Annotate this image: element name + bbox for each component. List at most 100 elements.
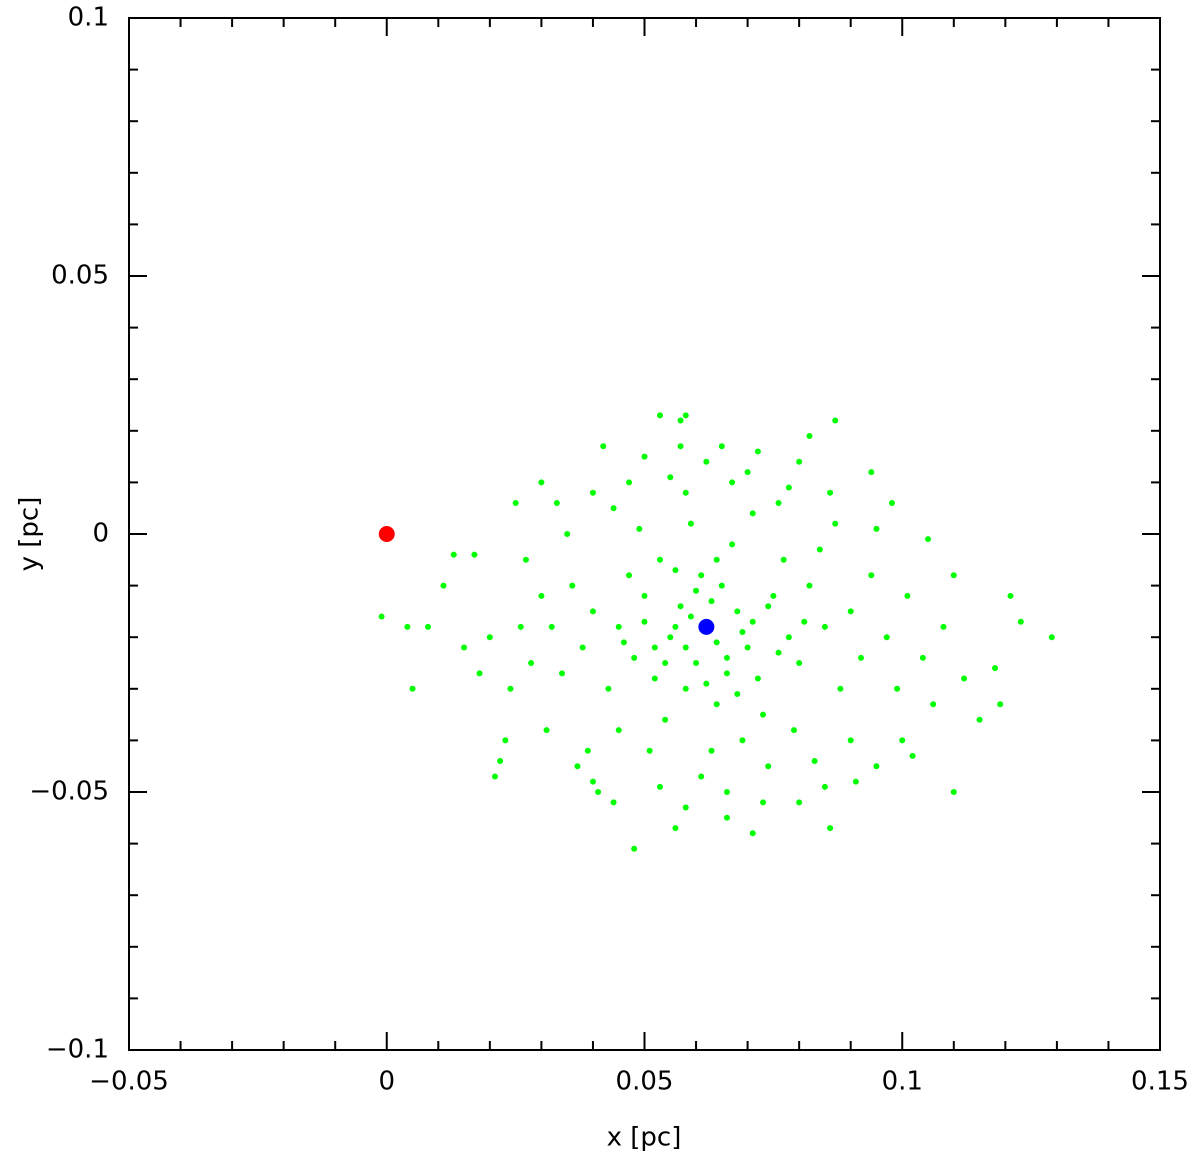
point [378, 613, 385, 620]
point [620, 639, 627, 646]
point [723, 814, 730, 821]
point [873, 763, 880, 770]
point [806, 582, 813, 589]
point [636, 525, 643, 532]
point [754, 675, 761, 682]
point [852, 778, 859, 785]
x-tick-label: −0.05 [89, 1067, 169, 1097]
point [502, 737, 509, 744]
point [589, 608, 596, 615]
point [631, 845, 638, 852]
point [672, 623, 679, 630]
point [950, 572, 957, 579]
point [744, 469, 751, 476]
point [528, 660, 535, 666]
point [780, 556, 787, 563]
point [559, 670, 566, 677]
point [693, 660, 700, 666]
point [909, 752, 916, 759]
point [672, 567, 679, 574]
point [687, 613, 694, 620]
point [564, 531, 571, 537]
point [801, 618, 808, 625]
point [651, 675, 658, 682]
point [765, 763, 772, 770]
point [925, 536, 932, 543]
point [754, 448, 761, 455]
point [698, 618, 715, 635]
x-tick-label: 0.15 [1131, 1067, 1189, 1097]
point [847, 608, 854, 615]
point [698, 572, 705, 579]
point [693, 587, 700, 594]
point [760, 711, 767, 718]
point [626, 479, 633, 486]
point [718, 582, 725, 589]
point [677, 443, 684, 450]
point [811, 758, 818, 765]
point [646, 747, 653, 754]
point [888, 500, 895, 507]
point [651, 644, 658, 651]
point [775, 649, 782, 656]
point [548, 623, 555, 630]
point [615, 623, 622, 630]
point [677, 417, 684, 424]
point [471, 551, 478, 558]
point [718, 443, 725, 450]
point [723, 670, 730, 677]
point [997, 701, 1004, 708]
point [409, 685, 416, 692]
point [553, 500, 560, 507]
point [569, 582, 576, 589]
point [589, 489, 596, 496]
point [698, 773, 705, 780]
point [713, 639, 720, 646]
point [894, 685, 901, 692]
point [883, 634, 890, 641]
y-tick-label: 0 [92, 519, 109, 549]
point [595, 789, 602, 795]
point [538, 479, 545, 486]
point [729, 541, 736, 548]
point [476, 670, 483, 677]
point [605, 685, 612, 692]
point [739, 737, 746, 744]
point [713, 701, 720, 708]
point [641, 618, 648, 625]
point [796, 799, 803, 806]
point [816, 546, 823, 553]
point [517, 623, 524, 630]
point [796, 458, 803, 465]
y-tick-label: −0.05 [29, 777, 109, 807]
y-axis-label: y [pc] [15, 497, 45, 572]
x-tick-label: 0.1 [882, 1067, 923, 1097]
point [961, 675, 968, 682]
point [682, 489, 689, 496]
x-axis-label: x [pc] [607, 1123, 682, 1153]
point [930, 701, 937, 708]
point [667, 634, 674, 641]
point [899, 737, 906, 744]
point [378, 526, 395, 542]
point [600, 443, 607, 450]
y-tick-label: −0.1 [46, 1035, 109, 1065]
point [512, 500, 519, 507]
point [543, 727, 550, 734]
point [760, 799, 767, 806]
point [610, 505, 617, 512]
point [790, 727, 797, 734]
point [734, 690, 741, 697]
point [976, 716, 983, 723]
point [677, 603, 684, 610]
plot-frame [128, 17, 1161, 1051]
y-tick-label: 0.1 [68, 3, 109, 33]
point [507, 685, 514, 692]
point [837, 685, 844, 692]
point [723, 789, 730, 795]
point [682, 685, 689, 692]
point [749, 510, 756, 517]
point [641, 453, 648, 460]
point [832, 520, 839, 527]
